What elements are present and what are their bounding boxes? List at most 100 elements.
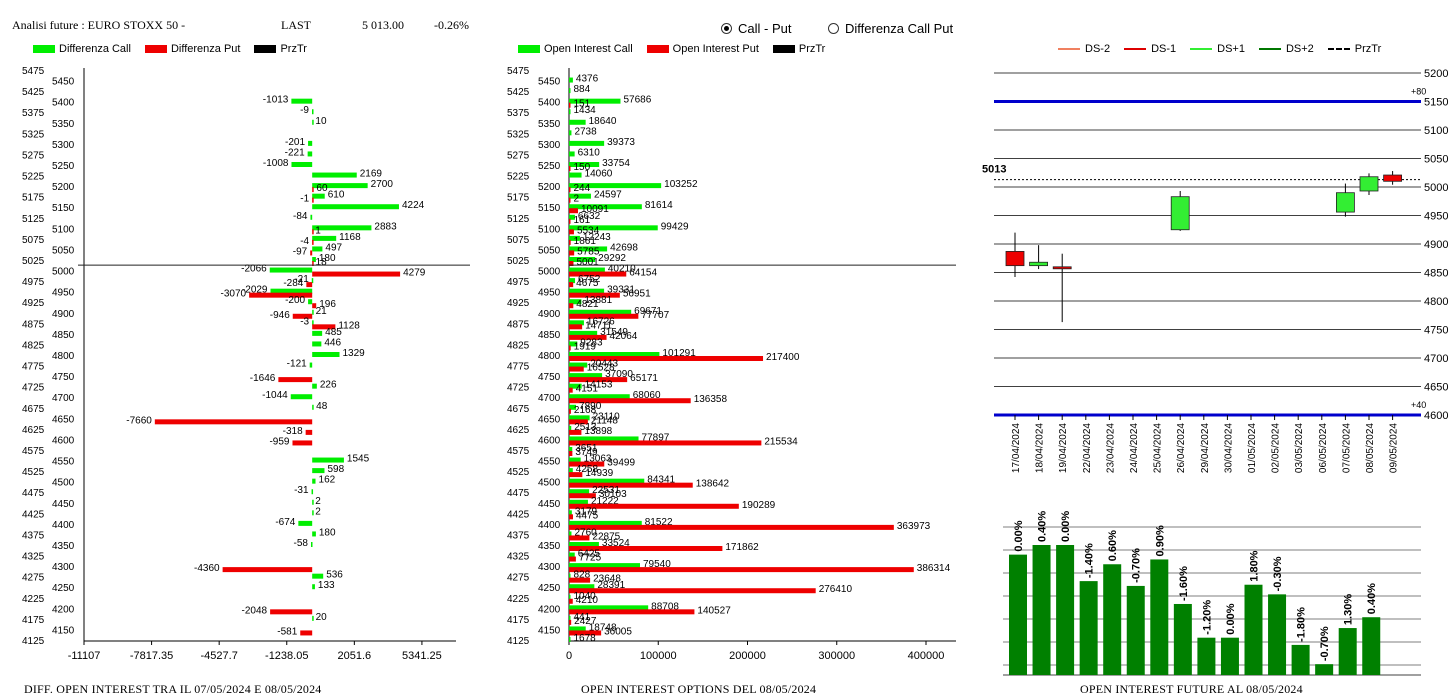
call-bar <box>569 605 649 611</box>
radio-call-put[interactable]: Call - Put <box>721 21 791 36</box>
call-bar <box>312 383 317 389</box>
put-bar <box>569 408 571 414</box>
call-value-label: 29292 <box>598 253 626 264</box>
call-bar <box>569 341 578 347</box>
y-tick-label: 5000 <box>538 267 561 278</box>
legend-item-differenza-call[interactable]: Differenza Call <box>33 43 131 55</box>
put-bar <box>569 535 590 541</box>
x-tick-label: -4527.7 <box>201 650 238 662</box>
put-value-label: 39499 <box>607 458 635 469</box>
oi-bar <box>1362 617 1381 675</box>
oi-bar-label: 0.00% <box>1060 511 1072 542</box>
y-tick-label: 4825 <box>507 340 530 351</box>
y-tick-label: 4225 <box>507 594 530 605</box>
y-tick-label: 4250 <box>538 583 561 594</box>
y-tick-label: 4950 <box>1424 211 1448 223</box>
legend-item-prztr[interactable]: PrzTr <box>1327 43 1381 55</box>
put-bar <box>569 187 571 193</box>
call-value-label: 101291 <box>662 348 696 359</box>
y-tick-label: 4750 <box>1424 325 1448 337</box>
call-bar <box>569 288 605 294</box>
y-tick-label: 4150 <box>538 625 561 636</box>
last-value: 5 013.00 <box>362 18 404 32</box>
legend-item-oi-call[interactable]: Open Interest Call <box>518 43 633 55</box>
y-tick-label: 4475 <box>22 488 45 499</box>
call-value-label: 3651 <box>575 443 598 454</box>
x-tick-label: 17/04/2024 <box>1011 423 1022 473</box>
put-value-label: 60 <box>316 183 328 194</box>
call-value-label: 7890 <box>579 401 602 412</box>
oi-bar <box>1103 564 1122 675</box>
put-value-label: -4 <box>300 236 309 247</box>
put-bar <box>569 218 571 224</box>
put-value-label: 2 <box>574 194 580 205</box>
x-tick-label: 0 <box>566 650 572 662</box>
put-value-label: 13898 <box>584 426 612 437</box>
put-value-label: 4475 <box>576 510 599 521</box>
legend-item-ds+2[interactable]: DS+2 <box>1258 43 1314 55</box>
y-tick-label: 4850 <box>538 330 561 341</box>
y-tick-label: 4675 <box>507 404 530 415</box>
put-value-label: 196 <box>319 299 336 310</box>
legend-item-prztr[interactable]: PrzTr <box>254 43 307 55</box>
call-bar <box>569 309 632 315</box>
call-value-label: 14060 <box>585 169 613 180</box>
put-bar <box>569 261 574 266</box>
y-tick-label: 5200 <box>538 182 561 193</box>
radio-differenza[interactable]: Differenza Call Put <box>828 21 953 36</box>
call-value-label: 21 <box>316 306 328 317</box>
oi-bar-label: 0.40% <box>1366 583 1378 614</box>
radio-unselected-icon[interactable] <box>828 23 839 34</box>
oi-bar <box>1197 637 1216 675</box>
call-value-label: 18748 <box>589 622 617 633</box>
y-tick-label: 4200 <box>538 604 561 615</box>
y-tick-label: 4525 <box>22 467 45 478</box>
call-bar <box>312 499 314 505</box>
oi-bar <box>1244 584 1263 675</box>
put-value-label: 56951 <box>623 289 651 300</box>
call-bar <box>569 478 645 484</box>
put-bar <box>305 429 313 435</box>
call-bar <box>312 531 316 537</box>
y-tick-label: 5225 <box>507 172 530 183</box>
y-tick-label: 5000 <box>52 267 75 278</box>
y-tick-label: 5275 <box>22 150 45 161</box>
put-value-label: 151 <box>574 99 591 110</box>
put-bar <box>292 313 313 319</box>
legend-item-ds-2[interactable]: DS-2 <box>1058 43 1110 55</box>
radio-call-put-label: Call - Put <box>738 21 792 36</box>
y-tick-label: 4775 <box>22 362 45 373</box>
y-tick-label: 4925 <box>22 298 45 309</box>
call-bar <box>569 162 600 167</box>
put-bar <box>569 577 591 583</box>
blue-level-label: +80 <box>1411 87 1426 97</box>
radio-selected-icon[interactable] <box>721 23 732 34</box>
legend-item-oi-put[interactable]: Open Interest Put <box>646 43 759 55</box>
y-tick-label: 4475 <box>507 488 530 499</box>
call-value-label: 28391 <box>597 580 625 591</box>
y-tick-label: 4900 <box>538 309 561 320</box>
call-value-label: -1044 <box>262 390 288 401</box>
legend-label: Differenza Call <box>59 43 131 55</box>
call-value-label: 77897 <box>642 432 670 443</box>
call-bar <box>569 77 573 83</box>
legend-item-differenza-put[interactable]: Differenza Put <box>144 43 240 55</box>
call-bar <box>569 552 575 558</box>
put-value-label: 1128 <box>338 320 360 331</box>
call-value-label: 4376 <box>576 74 599 85</box>
call-value-label: 1545 <box>347 454 370 465</box>
put-bar <box>569 619 572 625</box>
put-bar <box>569 398 691 404</box>
call-value-label: 2 <box>315 496 321 507</box>
y-tick-label: 4325 <box>507 552 530 563</box>
x-tick-label: 5341.25 <box>402 650 442 662</box>
call-bar <box>569 130 572 136</box>
put-bar <box>569 588 816 594</box>
candle-down <box>1383 174 1402 182</box>
legend-item-ds+1[interactable]: DS+1 <box>1190 43 1245 55</box>
call-bar <box>312 584 315 590</box>
put-bar <box>306 282 313 288</box>
legend-item-ds-1[interactable]: DS-1 <box>1124 43 1176 55</box>
y-tick-label: 4175 <box>507 615 530 626</box>
legend-item-prztr[interactable]: PrzTr <box>772 43 825 55</box>
